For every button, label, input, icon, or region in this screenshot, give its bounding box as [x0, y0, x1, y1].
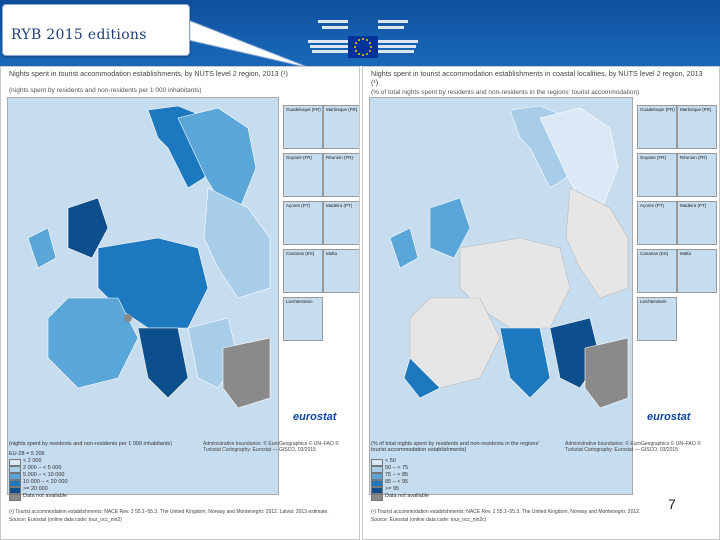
right-map-subtitle: (% of total nights spent by residents an…: [371, 89, 640, 96]
inset-reunion: Réunion (FR): [677, 153, 717, 197]
inset-label: Açores (PT): [286, 203, 311, 208]
inset-malta: Malta: [677, 249, 717, 293]
slide-title-box: RYB 2015 editions: [2, 4, 190, 56]
legend-label: 2 000 – < 5 000: [23, 465, 62, 471]
left-map-subtitle: (nights spent by residents and non-resid…: [9, 87, 202, 94]
legend-swatch: [371, 487, 383, 494]
inset-label: Malta: [326, 251, 338, 256]
inset-label: Guadeloupe (FR): [286, 107, 321, 112]
left-legend-title: (nights spent by residents and non-resid…: [9, 441, 172, 447]
legend-label: 85 – < 95: [385, 479, 409, 485]
left-europe-map-shape: [27, 105, 271, 409]
right-europe-map: [369, 97, 633, 495]
legend-label: 50 – < 75: [385, 465, 409, 471]
inset-canarias: Canarias (ES): [637, 249, 677, 293]
inset-reunion: Réunion (FR): [323, 153, 359, 197]
page-number: 7: [668, 496, 676, 512]
legend-swatch: [9, 466, 21, 473]
inset-label: Martinique (FR): [680, 107, 712, 112]
legend-swatch: [371, 494, 383, 501]
right-legend-title: (% of total nights spent by residents an…: [371, 441, 540, 453]
inset-martinique: Martinique (FR): [323, 105, 359, 149]
inset-guadeloupe: Guadeloupe (FR): [637, 105, 677, 149]
legend-label: < 2 000: [23, 458, 42, 464]
left-footnote-1: (¹) Tourist accommodation establishments…: [9, 509, 329, 515]
inset-label: Madeira (PT): [326, 203, 353, 208]
legend-swatch: [9, 459, 21, 466]
left-legend-eu-value: EU-28 = 5 206: [9, 451, 45, 457]
inset-label: Guyane (FR): [286, 155, 313, 160]
inset-acores: Açores (PT): [283, 201, 323, 245]
eurostat-logo: eurostat: [293, 411, 337, 423]
legend-swatch: [371, 480, 383, 487]
inset-liechtenstein: Liechtenstein: [283, 297, 323, 341]
inset-label: Açores (PT): [640, 203, 665, 208]
inset-label: Réunion (FR): [680, 155, 708, 160]
legend-label: >= 95: [385, 486, 400, 492]
inset-label: Malta: [680, 251, 692, 256]
legend-label: < 50: [385, 458, 396, 464]
right-footnote-2: Source: Eurostat (online data code: tour…: [371, 517, 487, 523]
legend-swatch: [371, 459, 383, 466]
left-europe-map: [7, 97, 279, 495]
inset-label: Guadeloupe (FR): [640, 107, 675, 112]
inset-canarias: Canarias (ES): [283, 249, 323, 293]
inset-label: Liechtenstein: [640, 299, 667, 304]
left-map-panel: Nights spent in tourist accommodation es…: [0, 66, 360, 540]
right-admin-boundaries: Administrative boundaries: © EuroGeograp…: [565, 441, 701, 453]
legend-swatch: [9, 494, 21, 501]
inset-madeira: Madeira (PT): [677, 201, 717, 245]
legend-label: 5 000 – < 10 000: [23, 472, 65, 478]
inset-madeira: Madeira (PT): [323, 201, 359, 245]
inset-guyane: Guyane (FR): [283, 153, 323, 197]
inset-label: Martinique (FR): [326, 107, 358, 112]
inset-label: Canarias (ES): [640, 251, 669, 256]
right-europe-map-shape: [389, 105, 629, 409]
legend-label: >= 20 000: [23, 486, 48, 492]
eurostat-logo: eurostat: [647, 411, 691, 423]
legend-label: 10 000 – < 20 000: [23, 479, 68, 485]
legend-swatch: [371, 473, 383, 480]
inset-label: Canarias (ES): [286, 251, 315, 256]
inset-acores: Açores (PT): [637, 201, 677, 245]
legend-swatch: [371, 466, 383, 473]
inset-liechtenstein: Liechtenstein: [637, 297, 677, 341]
left-map-title: Nights spent in tourist accommodation es…: [9, 69, 288, 78]
legend-label: Data not available: [23, 493, 68, 499]
inset-martinique: Martinique (FR): [677, 105, 717, 149]
left-map-legend: (nights spent by residents and non-resid…: [7, 439, 347, 535]
right-map-panel: Nights spent in tourist accommodation es…: [362, 66, 720, 540]
left-footnote-2: Source: Eurostat (online data code: tour…: [9, 517, 122, 523]
legend-label: 75 – < 85: [385, 472, 409, 478]
right-map-legend: (% of total nights spent by residents an…: [369, 439, 709, 535]
right-map-title: Nights spent in tourist accommodation es…: [371, 69, 703, 87]
right-footnote-1: (¹) Tourist accommodation establishments…: [371, 509, 641, 515]
inset-malta: Malta: [323, 249, 359, 293]
european-commission-logo-icon: [308, 20, 418, 58]
inset-label: Réunion (FR): [326, 155, 354, 160]
legend-label: Data not available: [385, 493, 430, 499]
inset-guadeloupe: Guadeloupe (FR): [283, 105, 323, 149]
slide-title: RYB 2015 editions: [11, 27, 147, 43]
inset-guyane: Guyane (FR): [637, 153, 677, 197]
legend-swatch: [9, 480, 21, 487]
inset-label: Guyane (FR): [640, 155, 667, 160]
legend-swatch: [9, 473, 21, 480]
legend-swatch: [9, 487, 21, 494]
inset-label: Madeira (PT): [680, 203, 707, 208]
inset-label: Liechtenstein: [286, 299, 313, 304]
left-admin-boundaries: Administrative boundaries: © EuroGeograp…: [203, 441, 339, 453]
